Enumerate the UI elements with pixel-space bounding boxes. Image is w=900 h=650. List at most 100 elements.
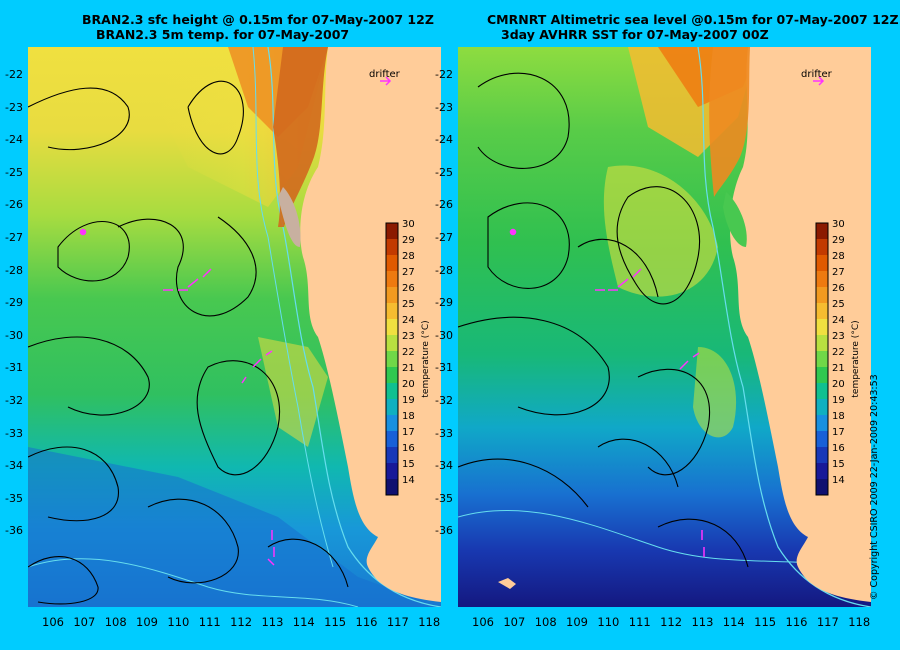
colorbar-swatch [816, 223, 828, 239]
bathymetry-contour [697, 47, 871, 607]
colorbar-tick-label: 20 [832, 379, 845, 390]
longitude-tick-label: 118 [848, 615, 871, 629]
warm-eddy [603, 165, 718, 297]
sea-level-contours [28, 80, 349, 605]
colorbar-swatch [816, 479, 828, 495]
longitude-tick-label: 110 [597, 615, 620, 629]
latitude-tick-label: -36 [5, 524, 23, 538]
colorbar-swatch [816, 383, 828, 399]
colorbar-tick-label: 19 [832, 395, 845, 406]
colorbar-tick-label: 15 [832, 459, 845, 470]
drifter-tracks [79, 76, 392, 566]
longitude-tick-label: 114 [292, 615, 315, 629]
colorbar-swatch [386, 447, 398, 463]
colorbar-swatch [816, 351, 828, 367]
colorbar-swatch [386, 351, 398, 367]
longitude-tick-label: 117 [386, 615, 409, 629]
longitude-tick-label: 116 [785, 615, 808, 629]
warm-coastal-strip [273, 47, 328, 227]
latitude-tick-label: -25 [435, 165, 453, 179]
colorbar-tick-label: 24 [832, 315, 845, 326]
latitude-tick-label: -27 [5, 231, 23, 244]
colorbar-swatch [816, 255, 828, 271]
colorbar-swatch [816, 271, 828, 287]
longitude-tick-label: 113 [691, 615, 714, 629]
longitude-tick-label: 115 [324, 615, 347, 629]
colorbar-swatch [816, 335, 828, 351]
colorbar-tick-label: 19 [402, 395, 415, 406]
colorbar-swatch [386, 367, 398, 383]
colorbar-tick-label: 26 [402, 283, 415, 294]
longitude-tick-label: 106 [42, 615, 64, 629]
colorbar-tick-label: 30 [832, 219, 845, 230]
colorbar-swatch [816, 239, 828, 255]
colorbar-swatch [386, 415, 398, 431]
latitude-tick-label: -24 [5, 133, 23, 147]
colorbar-swatch [816, 463, 828, 479]
colorbar-swatch [816, 319, 828, 335]
colorbar-tick-label: 16 [402, 443, 415, 454]
land-mass [300, 47, 441, 602]
longitude-tick-label: 109 [136, 615, 158, 629]
coastal-shallows [278, 187, 301, 247]
colorbar-label: temperature (°C) [851, 320, 861, 397]
longitude-tick-label: 112 [230, 615, 253, 629]
colorbar-swatch [386, 399, 398, 415]
colorbar-tick-label: 28 [402, 251, 415, 262]
right-title-line2: 3day AVHRR SST for 07-May-2007 00Z [501, 27, 769, 42]
longitude-tick-label: 111 [628, 615, 651, 629]
colorbar-swatch [386, 319, 398, 335]
latitude-tick-label: -26 [5, 198, 23, 212]
latitude-tick-label: -24 [435, 133, 453, 147]
colorbar-tick-label: 20 [402, 379, 415, 390]
colorbar-tick-label: 24 [402, 315, 415, 326]
colorbar-tick-label: 18 [402, 411, 415, 422]
colorbar-border [815, 222, 829, 496]
latitude-tick-label: -31 [5, 361, 23, 375]
colorbar-border [385, 222, 399, 496]
longitude-tick-label: 117 [816, 615, 839, 629]
colorbar-swatch [386, 335, 398, 351]
colorbar-tick-label: 25 [402, 299, 415, 310]
latitude-tick-label: -30 [5, 328, 23, 342]
colorbar-swatch [386, 255, 398, 271]
colorbar-tick-label: 21 [832, 363, 845, 374]
longitude-tick-label: 112 [660, 615, 683, 629]
left-map-svg: 30 29 28 27 26 25 24 23 22 21 20 19 18 17 16 15 14 temper… [28, 47, 441, 607]
colorbar-swatch [816, 447, 828, 463]
colorbar-label: temperature (°C) [421, 320, 431, 397]
colorbar-tick-label: 17 [402, 427, 415, 438]
colorbar-tick-label: 25 [832, 299, 845, 310]
latitude-tick-label: -26 [435, 198, 453, 212]
longitude-tick-label: 115 [754, 615, 777, 629]
longitude-tick-label: 113 [261, 615, 284, 629]
latitude-tick-label: -27 [435, 231, 453, 244]
colorbar-swatch [816, 303, 828, 319]
colorbar-swatch [386, 431, 398, 447]
colorbar-swatch [386, 383, 398, 399]
right-panel-title: CMRNRT Altimetric sea level @0.15m for 0… [487, 12, 899, 42]
colorbar-tick-label: 29 [832, 235, 845, 246]
colorbar-tick-label: 27 [832, 267, 845, 278]
colorbar-tick-label: 26 [832, 283, 845, 294]
latitude-tick-label: -25 [5, 165, 23, 179]
latitude-tick-label: -31 [435, 361, 453, 375]
land-mass [730, 47, 871, 602]
colorbar-swatch [386, 463, 398, 479]
latitude-tick-label: -33 [435, 426, 453, 440]
longitude-tick-label: 114 [722, 615, 745, 629]
colorbar-swatch [386, 479, 398, 495]
colorbar-tick-label: 14 [402, 475, 415, 486]
right-map-svg: 30 29 28 27 26 25 24 23 22 21 20 19 18 17 16 15 14 temper… [458, 47, 871, 607]
colorbar-swatch [386, 239, 398, 255]
left-panel-title: BRAN2.3 sfc height @ 0.15m for 07-May-20… [82, 12, 434, 42]
colorbar-tick-label: 15 [402, 459, 415, 470]
bathymetry-contour-2 [458, 510, 871, 568]
colorbar-swatch [816, 431, 828, 447]
colorbar-swatch [816, 415, 828, 431]
latitude-tick-label: -28 [435, 263, 453, 277]
colorbar-swatch [386, 287, 398, 303]
colorbar: 30 29 28 27 26 25 24 23 22 21 20 19 18 17 16 15 14 temper… [385, 219, 431, 496]
latitude-tick-label: -29 [435, 296, 453, 310]
colorbar-tick-label: 28 [832, 251, 845, 262]
